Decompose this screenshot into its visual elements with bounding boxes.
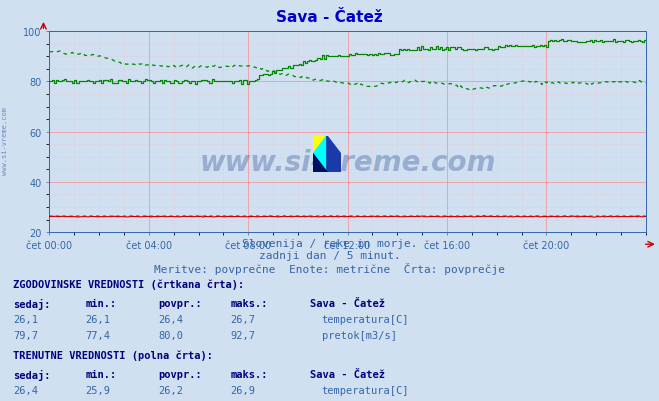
Text: sedaj:: sedaj: [13, 298, 51, 309]
Text: min.:: min.: [86, 298, 117, 308]
Text: 26,4: 26,4 [158, 314, 183, 324]
Text: maks.:: maks.: [231, 298, 268, 308]
Text: Sava - Čatež: Sava - Čatež [276, 10, 383, 25]
Polygon shape [313, 136, 327, 154]
Text: povpr.:: povpr.: [158, 298, 202, 308]
Text: Meritve: povprečne  Enote: metrične  Črta: povprečje: Meritve: povprečne Enote: metrične Črta:… [154, 263, 505, 275]
Text: 92,7: 92,7 [231, 330, 256, 340]
Text: TRENUTNE VREDNOSTI (polna črta):: TRENUTNE VREDNOSTI (polna črta): [13, 350, 213, 360]
Text: 80,0: 80,0 [158, 330, 183, 340]
Text: www.si-vreme.com: www.si-vreme.com [200, 148, 496, 176]
Text: Sava - Čatež: Sava - Čatež [310, 369, 385, 379]
Text: temperatura[C]: temperatura[C] [322, 385, 409, 395]
Polygon shape [313, 154, 327, 172]
Text: sedaj:: sedaj: [13, 369, 51, 380]
Text: 26,4: 26,4 [13, 385, 38, 395]
Text: 77,4: 77,4 [86, 330, 111, 340]
Text: povpr.:: povpr.: [158, 369, 202, 379]
Text: pretok[m3/s]: pretok[m3/s] [322, 330, 397, 340]
Text: zadnji dan / 5 minut.: zadnji dan / 5 minut. [258, 251, 401, 261]
Text: Slovenija / reke in morje.: Slovenija / reke in morje. [242, 239, 417, 249]
Text: Sava - Čatež: Sava - Čatež [310, 298, 385, 308]
Text: 26,7: 26,7 [231, 314, 256, 324]
Text: 25,9: 25,9 [86, 385, 111, 395]
Text: ZGODOVINSKE VREDNOSTI (črtkana črta):: ZGODOVINSKE VREDNOSTI (črtkana črta): [13, 279, 244, 289]
Text: temperatura[C]: temperatura[C] [322, 314, 409, 324]
Polygon shape [313, 136, 327, 172]
Text: 26,9: 26,9 [231, 385, 256, 395]
Text: www.si-vreme.com: www.si-vreme.com [2, 106, 9, 174]
Text: min.:: min.: [86, 369, 117, 379]
Polygon shape [327, 136, 341, 172]
Text: 26,1: 26,1 [86, 314, 111, 324]
Text: 79,7: 79,7 [13, 330, 38, 340]
Text: 26,1: 26,1 [13, 314, 38, 324]
Text: 26,2: 26,2 [158, 385, 183, 395]
Text: maks.:: maks.: [231, 369, 268, 379]
